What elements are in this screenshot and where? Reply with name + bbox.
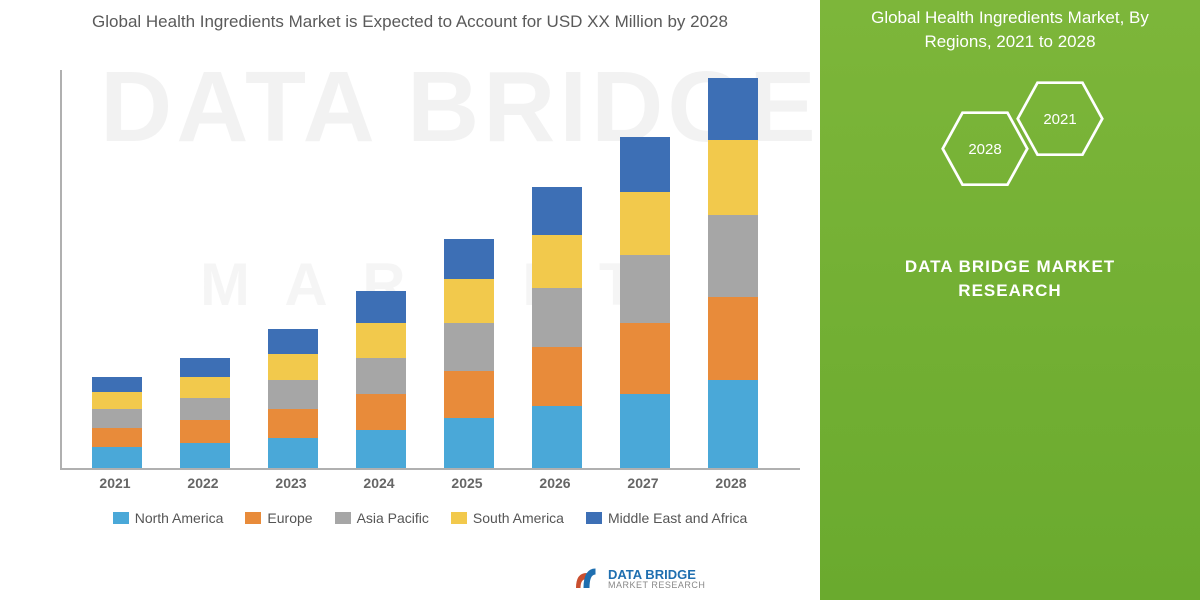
x-axis-label: 2022: [173, 475, 233, 491]
chart-legend: North America Europe Asia Pacific South Ame…: [60, 510, 800, 526]
bar-segment: [620, 137, 670, 192]
bar-segment: [180, 443, 230, 468]
legend-swatch: [335, 512, 351, 524]
bar-column: [180, 358, 230, 468]
brand-line1: DATA BRIDGE MARKET: [820, 255, 1200, 279]
bar-segment: [268, 438, 318, 468]
legend-item: Europe: [245, 510, 312, 526]
legend-item: North America: [113, 510, 224, 526]
hex-year-badges: 2028 2021: [820, 80, 1200, 220]
bar-column: [444, 239, 494, 468]
bar-segment: [444, 323, 494, 371]
bar-column: [92, 377, 142, 468]
x-axis-label: 2028: [701, 475, 761, 491]
bridge-logo-icon: [570, 564, 600, 594]
bar-segment: [708, 78, 758, 141]
bar-segment: [708, 140, 758, 214]
bar-segment: [180, 420, 230, 443]
bar-segment: [268, 329, 318, 354]
bar-segment: [444, 371, 494, 419]
hex-back-label: 2028: [968, 141, 1001, 158]
brand-text: DATA BRIDGE MARKET RESEARCH: [820, 255, 1200, 303]
info-panel: Global Health Ingredients Market, By Reg…: [820, 0, 1200, 600]
bar-segment: [444, 279, 494, 323]
bar-segment: [620, 323, 670, 393]
footer-logo-sub: MARKET RESEARCH: [608, 581, 705, 590]
bar-column: [708, 78, 758, 468]
brand-line2: RESEARCH: [820, 279, 1200, 303]
bar-segment: [92, 377, 142, 392]
bar-segment: [356, 291, 406, 323]
bar-column: [532, 187, 582, 468]
x-axis-label: 2021: [85, 475, 145, 491]
bar-segment: [356, 430, 406, 468]
hex-badge-front: 2021: [1015, 80, 1105, 158]
bar-segment: [532, 288, 582, 347]
bar-segment: [356, 394, 406, 430]
bar-segment: [444, 418, 494, 468]
legend-label: North America: [135, 510, 224, 526]
hex-front-label: 2021: [1043, 111, 1076, 128]
legend-swatch: [113, 512, 129, 524]
bar-column: [620, 137, 670, 468]
legend-item: Asia Pacific: [335, 510, 429, 526]
chart-title: Global Health Ingredients Market is Expe…: [0, 0, 820, 34]
legend-label: Middle East and Africa: [608, 510, 747, 526]
bar-segment: [708, 297, 758, 381]
page-root: DATA BRIDGE M A R K E T Global Health In…: [0, 0, 1200, 600]
bar-segment: [444, 239, 494, 279]
legend-label: South America: [473, 510, 564, 526]
legend-label: Europe: [267, 510, 312, 526]
x-axis-label: 2026: [525, 475, 585, 491]
bar-segment: [180, 377, 230, 398]
bar-segment: [620, 255, 670, 324]
chart-area: 20212022202320242025202620272028: [60, 70, 800, 470]
panel-title: Global Health Ingredients Market, By Reg…: [820, 0, 1200, 54]
chart-plot: [60, 70, 800, 470]
x-axis-label: 2025: [437, 475, 497, 491]
x-axis-label: 2027: [613, 475, 673, 491]
bar-segment: [180, 358, 230, 377]
bar-segment: [92, 428, 142, 447]
bar-segment: [620, 394, 670, 468]
bar-segment: [532, 235, 582, 288]
bar-segment: [620, 192, 670, 255]
bar-segment: [532, 187, 582, 235]
chart-panel: Global Health Ingredients Market is Expe…: [0, 0, 820, 600]
bar-column: [268, 329, 318, 468]
footer-logo-text: DATA BRIDGE MARKET RESEARCH: [608, 568, 705, 590]
legend-swatch: [586, 512, 602, 524]
bar-segment: [532, 347, 582, 406]
legend-swatch: [245, 512, 261, 524]
bar-segment: [92, 392, 142, 409]
x-axis-label: 2023: [261, 475, 321, 491]
footer-logo: DATA BRIDGE MARKET RESEARCH: [570, 564, 705, 594]
bar-segment: [356, 358, 406, 394]
bar-segment: [268, 409, 318, 438]
bar-segment: [532, 406, 582, 468]
x-axis-label: 2024: [349, 475, 409, 491]
bar-segment: [268, 354, 318, 381]
bar-segment: [92, 409, 142, 428]
bar-segment: [356, 323, 406, 357]
bar-segment: [180, 398, 230, 421]
bar-segment: [268, 380, 318, 409]
legend-label: Asia Pacific: [357, 510, 429, 526]
bar-segment: [708, 380, 758, 468]
bar-column: [356, 291, 406, 468]
legend-item: Middle East and Africa: [586, 510, 747, 526]
bar-segment: [708, 215, 758, 297]
legend-item: South America: [451, 510, 564, 526]
legend-swatch: [451, 512, 467, 524]
bar-segment: [92, 447, 142, 468]
